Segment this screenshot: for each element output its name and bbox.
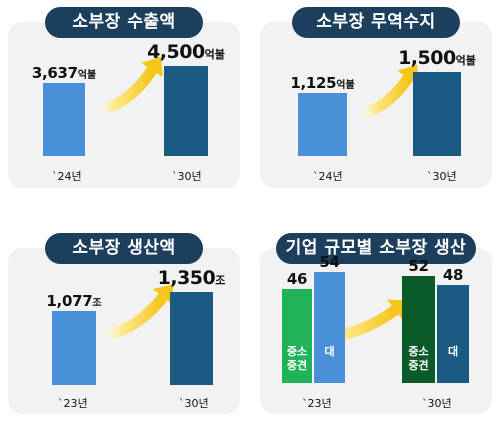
value-label-3-s0-c0: 46 bbox=[286, 269, 308, 288]
bar-3-s0-c0 bbox=[282, 288, 312, 383]
bar-1-0 bbox=[298, 93, 347, 156]
value-label-3-s1-c0: 54 bbox=[319, 252, 340, 272]
value-number: 48 bbox=[442, 265, 464, 284]
bar-0-1 bbox=[164, 66, 208, 156]
value-number: 3,637 bbox=[31, 64, 78, 83]
bar-2-1 bbox=[170, 292, 213, 385]
value-unit: 조 bbox=[92, 297, 102, 309]
title-export: 소부장 수출액 bbox=[45, 7, 203, 38]
value-unit: 조 bbox=[215, 274, 226, 287]
value-number: 52 bbox=[408, 257, 429, 276]
value-unit: 억불 bbox=[77, 70, 97, 82]
growth-arrow-1 bbox=[357, 64, 419, 119]
value-label-1-1: 1,500억불 bbox=[398, 47, 476, 69]
bar-0-0 bbox=[43, 83, 85, 156]
tick-label-1-1: `30년 bbox=[427, 170, 457, 183]
tick-label-0-1: `30년 bbox=[172, 170, 202, 183]
bar-3-s1-c1 bbox=[437, 284, 469, 383]
tick-label-3-1: `30년 bbox=[422, 397, 452, 410]
value-label-0-1: 4,500억불 bbox=[147, 41, 225, 63]
series-label-3-s0-c1: 중소 중견 bbox=[408, 345, 429, 372]
value-number: 46 bbox=[286, 269, 308, 288]
title-production: 소부장 생산액 bbox=[45, 233, 203, 264]
value-label-3-s0-c1: 52 bbox=[408, 256, 429, 276]
tick-label-2-0: `23년 bbox=[58, 397, 88, 410]
value-number: 1,350 bbox=[157, 267, 216, 289]
value-number: 1,125 bbox=[290, 74, 337, 92]
bar-2-0 bbox=[52, 310, 96, 385]
tick-label-3-0: `23년 bbox=[302, 397, 332, 410]
value-number: 4,500 bbox=[147, 41, 205, 63]
tick-label-1-0: `24년 bbox=[313, 170, 343, 183]
tick-label-0-0: `24년 bbox=[52, 170, 82, 183]
value-number: 1,077 bbox=[46, 291, 93, 310]
value-unit: 억불 bbox=[336, 80, 355, 91]
value-label-3-s1-c1: 48 bbox=[442, 265, 464, 284]
value-label-2-1: 1,350조 bbox=[158, 267, 226, 289]
value-number: 54 bbox=[319, 253, 340, 272]
value-unit: 억불 bbox=[455, 54, 476, 67]
series-label-3-s1-c1: 대 bbox=[447, 345, 459, 358]
value-label-0-0: 3,637억불 bbox=[32, 63, 96, 82]
series-label-3-s1-c0: 대 bbox=[324, 345, 335, 358]
value-label-2-0: 1,077조 bbox=[46, 291, 101, 310]
bar-1-1 bbox=[413, 72, 461, 156]
growth-arrow-0 bbox=[94, 56, 163, 116]
bar-3-s1-c0 bbox=[314, 272, 345, 383]
value-number: 1,500 bbox=[398, 47, 456, 69]
value-unit: 억불 bbox=[204, 48, 225, 61]
growth-arrow-2 bbox=[99, 284, 174, 341]
title-trade-balance: 소부장 무역수지 bbox=[292, 7, 460, 38]
title-by-size: 기업 규모별 소부장 생산 bbox=[276, 233, 476, 264]
series-label-3-s0-c0: 중소 중견 bbox=[286, 345, 308, 372]
value-label-1-0: 1,125억불 bbox=[290, 73, 354, 92]
bar-3-s0-c1 bbox=[402, 276, 435, 383]
tick-label-2-1: `30년 bbox=[179, 397, 209, 410]
